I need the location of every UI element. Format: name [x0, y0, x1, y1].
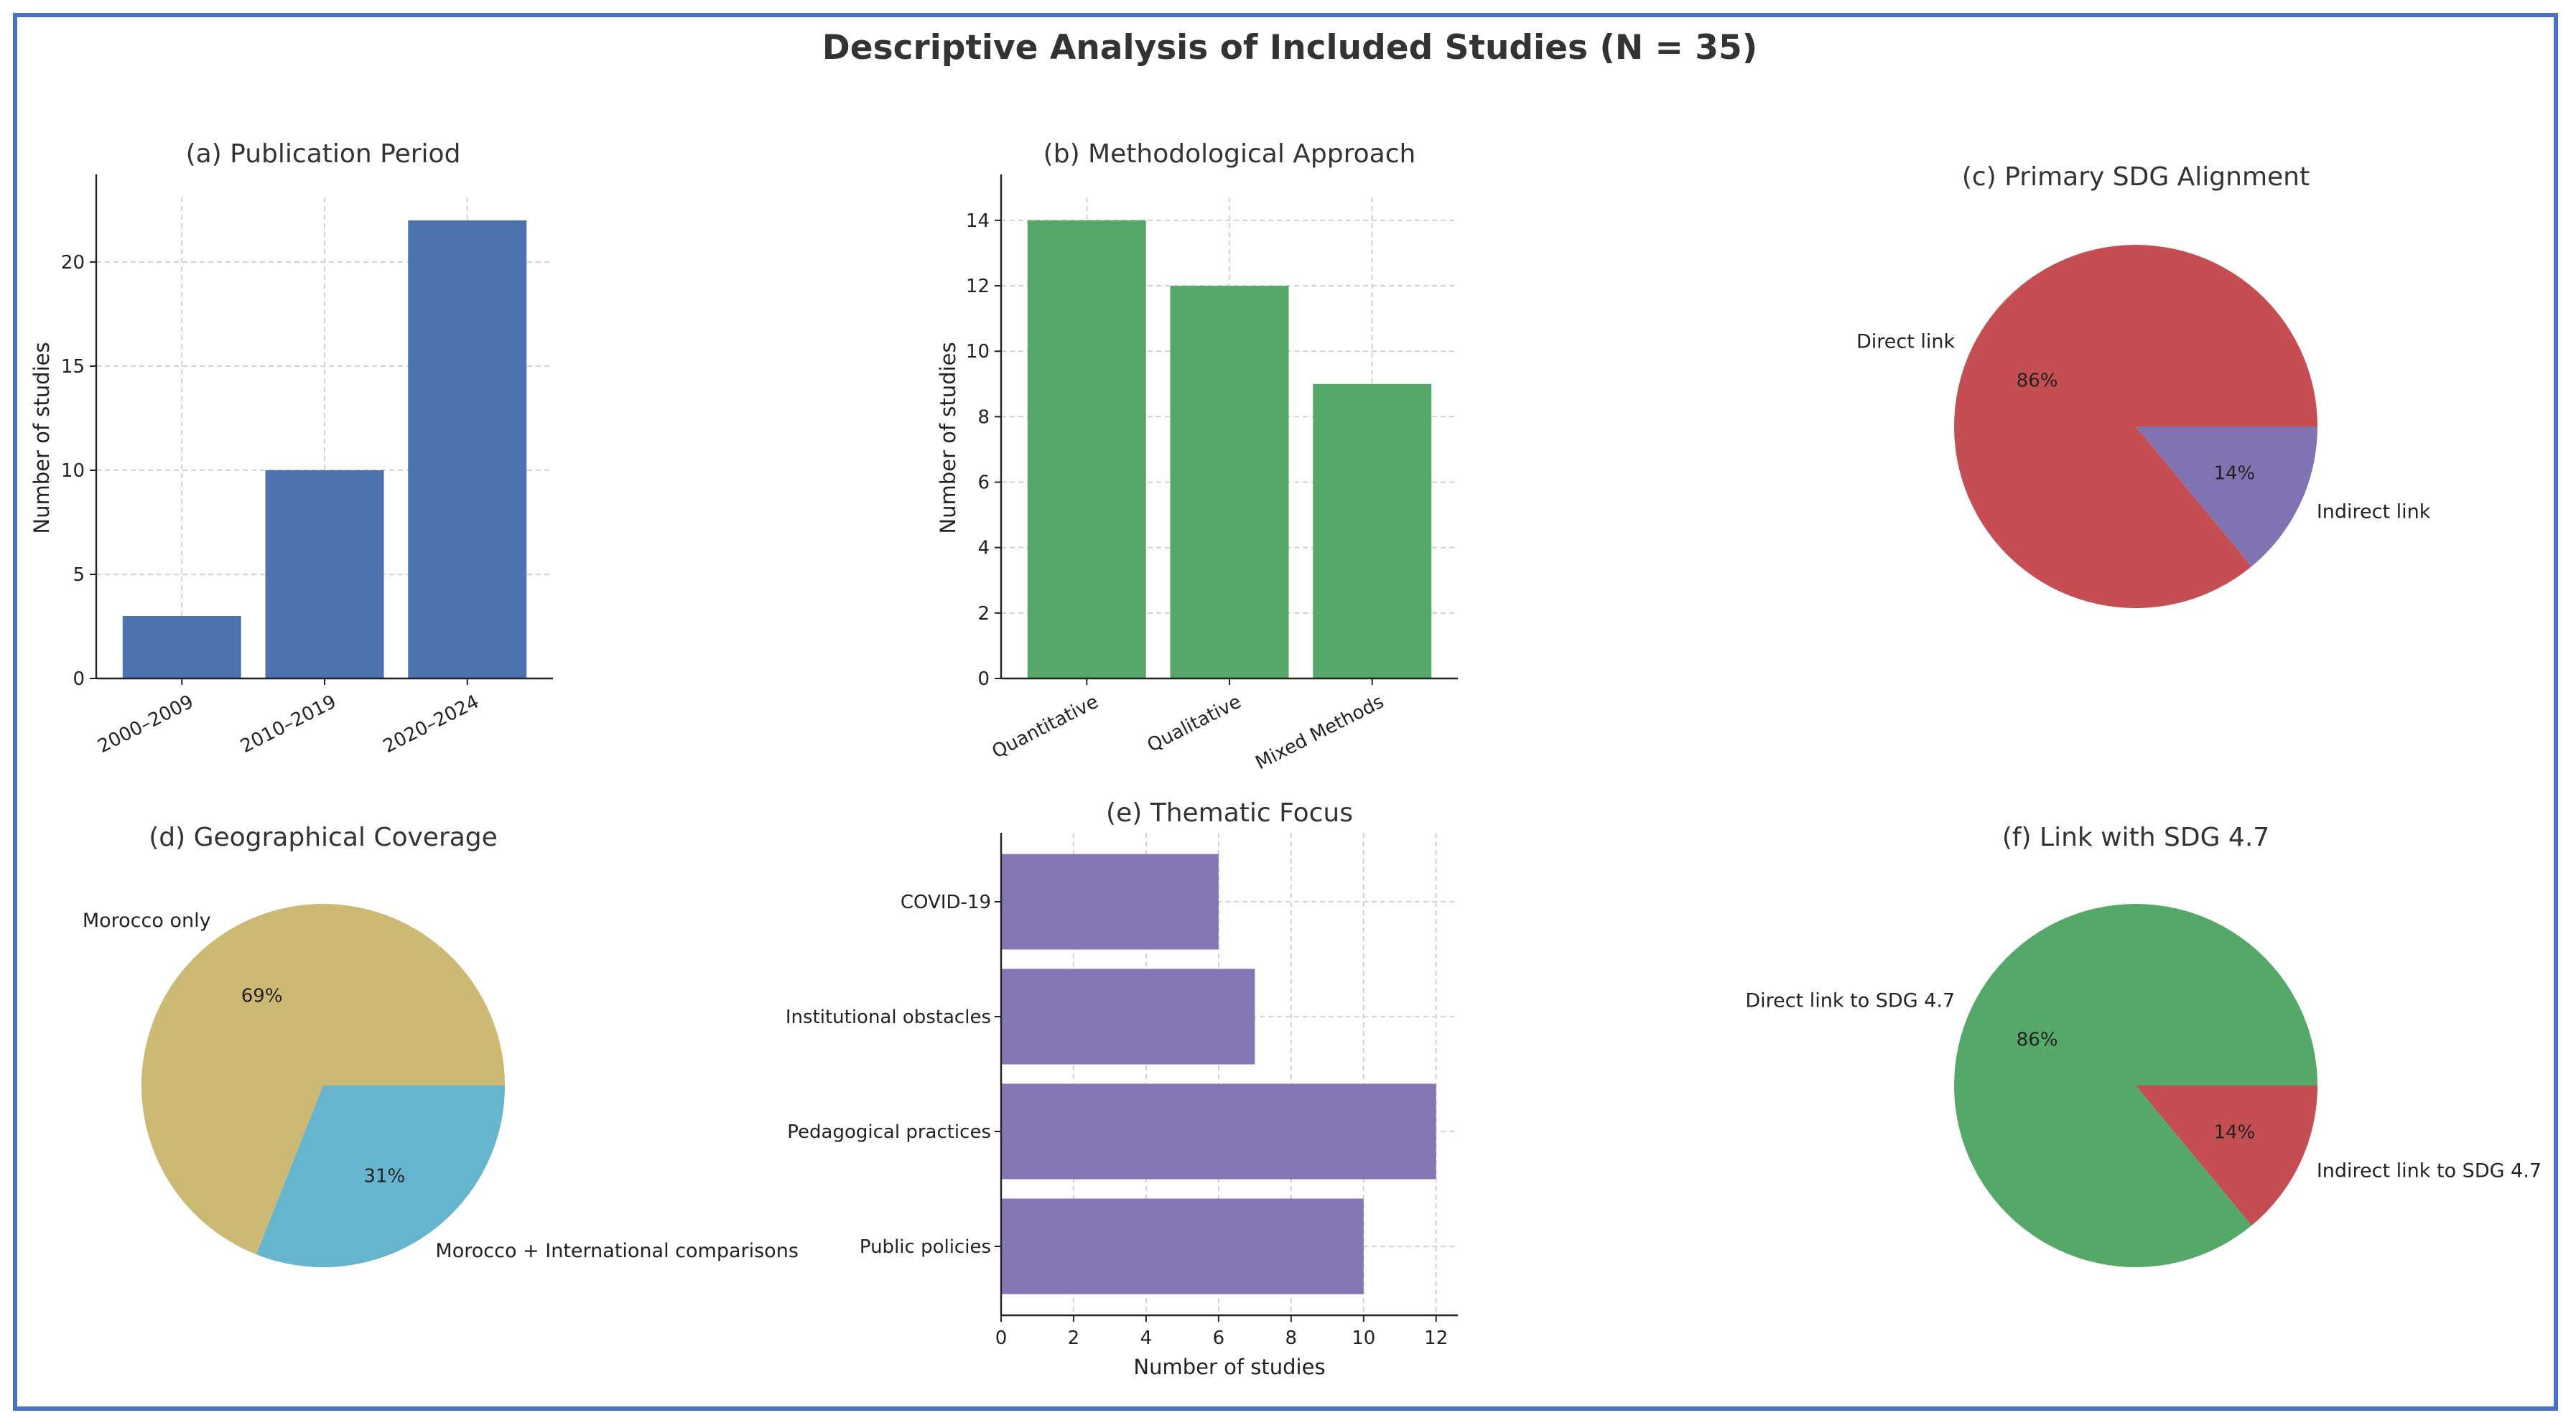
pie-percent-label: 14% — [2213, 463, 2255, 485]
bar-2020-2024 — [408, 220, 527, 678]
panel-methodological-approach: (b) Methodological Approach 0 2 4 6 8 10 12 14 Q… — [936, 139, 1458, 774]
pie-slice-morocco-only — [141, 904, 505, 1255]
x-tick-label: 8 — [1285, 1327, 1298, 1349]
y-tick-label: 10 — [61, 460, 85, 482]
y-tick-label: Pedagogical practices — [787, 1121, 991, 1143]
bar-covid-19 — [1001, 854, 1219, 950]
pie-slice-direct-link — [1953, 245, 2317, 609]
bar-mixed-methods — [1313, 383, 1432, 678]
pie-category-label: Direct link — [1856, 331, 1956, 353]
y-tick-label: 15 — [61, 356, 85, 378]
x-tick-label: Quantitative — [989, 691, 1102, 763]
bar-qualitative — [1170, 286, 1289, 678]
panel-link-with-sdg-4-7: (f) Link with SDG 4.7 86% Direct link to … — [1745, 823, 2542, 1268]
pie-percent-label: 86% — [2017, 1029, 2058, 1050]
panel-title: (e) Thematic Focus — [1106, 798, 1353, 828]
panel-title: (f) Link with SDG 4.7 — [2002, 823, 2269, 852]
y-tick-label: 5 — [73, 564, 85, 586]
pie-slice-indirect-link — [2136, 426, 2317, 566]
bar-2010-2019 — [265, 470, 384, 678]
bar-public-policies — [1001, 1198, 1364, 1294]
pie-percent-label: 31% — [363, 1166, 405, 1187]
panel-geographical-coverage: (d) Geographical Coverage 69% Morocco onl… — [83, 823, 799, 1267]
panel-title: (b) Methodological Approach — [1043, 139, 1416, 169]
y-axis-label: Number of studies — [29, 342, 54, 533]
y-tick-label: 0 — [73, 668, 85, 690]
y-tick-label: COVID-19 — [901, 892, 991, 913]
y-tick-label: 4 — [977, 538, 990, 559]
bar-2000-2009 — [122, 615, 241, 678]
pie-percent-label: 69% — [241, 985, 283, 1007]
y-tick-label: 12 — [966, 276, 990, 297]
y-tick-label: 0 — [977, 668, 990, 690]
x-tick-label: 2020–2024 — [380, 691, 483, 758]
panel-thematic-focus: (e) Thematic Focus 0 2 4 6 8 10 12 COVID-19 Inst… — [786, 798, 1458, 1379]
pie-slice-direct-link-to-sdg-4-7 — [1953, 904, 2317, 1268]
x-tick-label: 10 — [1352, 1327, 1375, 1349]
y-tick-label: Public policies — [860, 1236, 991, 1258]
panel-publication-period: (a) Publication Period 0 5 10 15 20 2000–2009… — [29, 139, 553, 757]
x-tick-label: 2000–2009 — [94, 691, 197, 758]
pie-category-label: Indirect link to SDG 4.7 — [2317, 1159, 2542, 1182]
x-tick-label: 6 — [1213, 1327, 1225, 1349]
pie-percent-label: 14% — [2213, 1122, 2255, 1144]
pie-slice-morocco-international-comparisons — [256, 1086, 505, 1267]
bar-pedagogical-practices — [1001, 1083, 1436, 1180]
pie-category-label: Morocco only — [83, 910, 211, 932]
figure-title: Descriptive Analysis of Included Studies… — [822, 28, 1757, 67]
x-tick-label: Mixed Methods — [1252, 691, 1387, 775]
bar-quantitative — [1027, 220, 1146, 678]
panel-primary-sdg-alignment: (c) Primary SDG Alignment 86% Direct link… — [1856, 162, 2431, 609]
bar-institutional-obstacles — [1001, 969, 1255, 1065]
y-tick-label: 20 — [61, 252, 85, 274]
x-tick-label: 2 — [1068, 1327, 1080, 1349]
panel-title: (a) Publication Period — [186, 139, 461, 169]
y-tick-label: Institutional obstacles — [786, 1007, 991, 1028]
x-tick-label: 2010–2019 — [237, 691, 340, 758]
pie-slice-indirect-link-to-sdg-4-7 — [2136, 1086, 2317, 1226]
panel-title: (d) Geographical Coverage — [149, 823, 498, 852]
y-tick-label: 2 — [977, 603, 990, 625]
y-tick-label: 10 — [966, 341, 990, 363]
pie-category-label: Morocco + International comparisons — [435, 1240, 798, 1262]
x-tick-label: 0 — [995, 1327, 1008, 1349]
x-tick-label: 12 — [1424, 1327, 1448, 1349]
x-tick-label: 4 — [1140, 1327, 1153, 1349]
x-tick-label: Qualitative — [1144, 691, 1245, 757]
pie-category-label: Indirect link — [2317, 500, 2431, 523]
pie-percent-label: 86% — [2017, 370, 2058, 391]
pie-category-label: Direct link to SDG 4.7 — [1745, 990, 1955, 1012]
y-tick-label: 8 — [977, 406, 990, 428]
y-tick-label: 14 — [966, 210, 990, 232]
panel-title: (c) Primary SDG Alignment — [1962, 162, 2310, 192]
y-axis-label: Number of studies — [936, 342, 960, 533]
y-tick-label: 6 — [977, 472, 990, 494]
x-axis-label: Number of studies — [1133, 1355, 1325, 1379]
